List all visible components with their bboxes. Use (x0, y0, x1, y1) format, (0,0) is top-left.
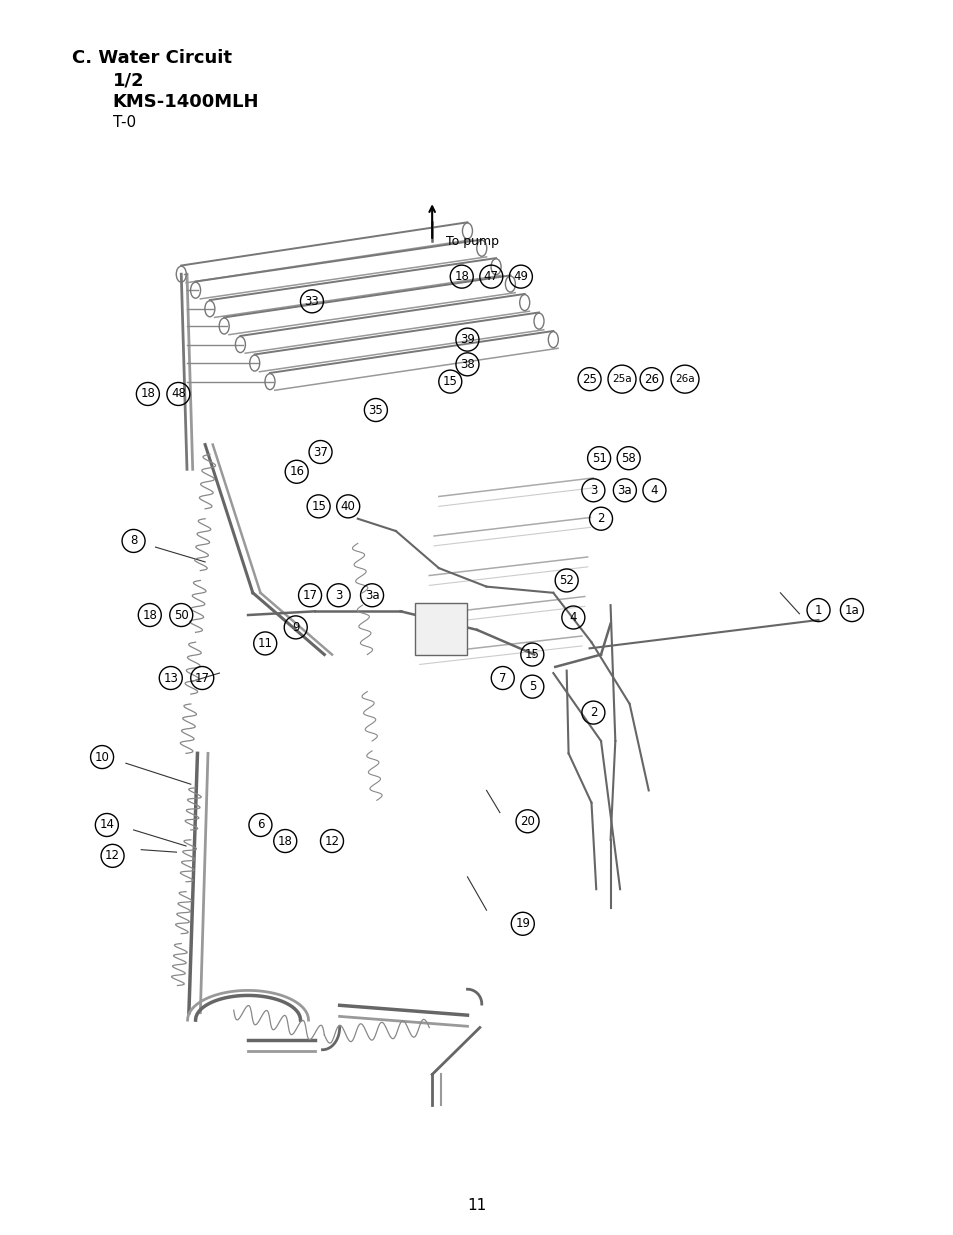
Text: 26: 26 (643, 373, 659, 385)
Text: 33: 33 (304, 295, 319, 308)
Text: 8: 8 (130, 535, 137, 547)
Text: 39: 39 (459, 333, 475, 346)
Text: 3: 3 (589, 484, 597, 496)
Text: KMS-1400MLH: KMS-1400MLH (112, 93, 259, 111)
Text: 48: 48 (171, 388, 186, 400)
Text: 11: 11 (467, 1198, 486, 1213)
Text: C. Water Circuit: C. Water Circuit (71, 49, 232, 68)
Text: 1/2: 1/2 (112, 72, 144, 90)
Text: 37: 37 (313, 446, 328, 458)
Text: 4: 4 (650, 484, 658, 496)
Text: 17: 17 (194, 672, 210, 684)
Text: 3: 3 (335, 589, 342, 601)
Text: 17: 17 (302, 589, 317, 601)
Text: 12: 12 (105, 850, 120, 862)
Text: 3a: 3a (617, 484, 632, 496)
Text: 15: 15 (311, 500, 326, 513)
Text: 2: 2 (589, 706, 597, 719)
Text: 6: 6 (256, 819, 264, 831)
Text: 51: 51 (591, 452, 606, 464)
Text: 25: 25 (581, 373, 597, 385)
Text: 40: 40 (340, 500, 355, 513)
Text: To pump: To pump (446, 235, 499, 248)
Text: 47: 47 (483, 270, 498, 283)
Text: 18: 18 (454, 270, 469, 283)
Text: 14: 14 (99, 819, 114, 831)
Text: 18: 18 (277, 835, 293, 847)
Text: 58: 58 (620, 452, 636, 464)
Text: 1a: 1a (843, 604, 859, 616)
Text: 50: 50 (173, 609, 189, 621)
Text: 10: 10 (94, 751, 110, 763)
Bar (415, 603, 467, 655)
Text: 15: 15 (524, 648, 539, 661)
Text: 13: 13 (163, 672, 178, 684)
Text: 35: 35 (368, 404, 383, 416)
Text: T-0: T-0 (112, 115, 135, 130)
Text: 18: 18 (142, 609, 157, 621)
Text: 4: 4 (569, 611, 577, 624)
Text: 2: 2 (597, 513, 604, 525)
Text: 18: 18 (140, 388, 155, 400)
Text: 38: 38 (459, 358, 475, 370)
Text: 52: 52 (558, 574, 574, 587)
Text: 12: 12 (324, 835, 339, 847)
Text: 9: 9 (292, 621, 299, 634)
Text: 11: 11 (257, 637, 273, 650)
Text: 16: 16 (289, 466, 304, 478)
Text: 26a: 26a (675, 374, 694, 384)
Text: 7: 7 (498, 672, 506, 684)
Text: 5: 5 (528, 680, 536, 693)
Text: 15: 15 (442, 375, 457, 388)
Text: 25a: 25a (612, 374, 631, 384)
Text: 1: 1 (814, 604, 821, 616)
Text: 3a: 3a (364, 589, 379, 601)
Text: 49: 49 (513, 270, 528, 283)
Text: 20: 20 (519, 815, 535, 827)
Text: 19: 19 (515, 918, 530, 930)
